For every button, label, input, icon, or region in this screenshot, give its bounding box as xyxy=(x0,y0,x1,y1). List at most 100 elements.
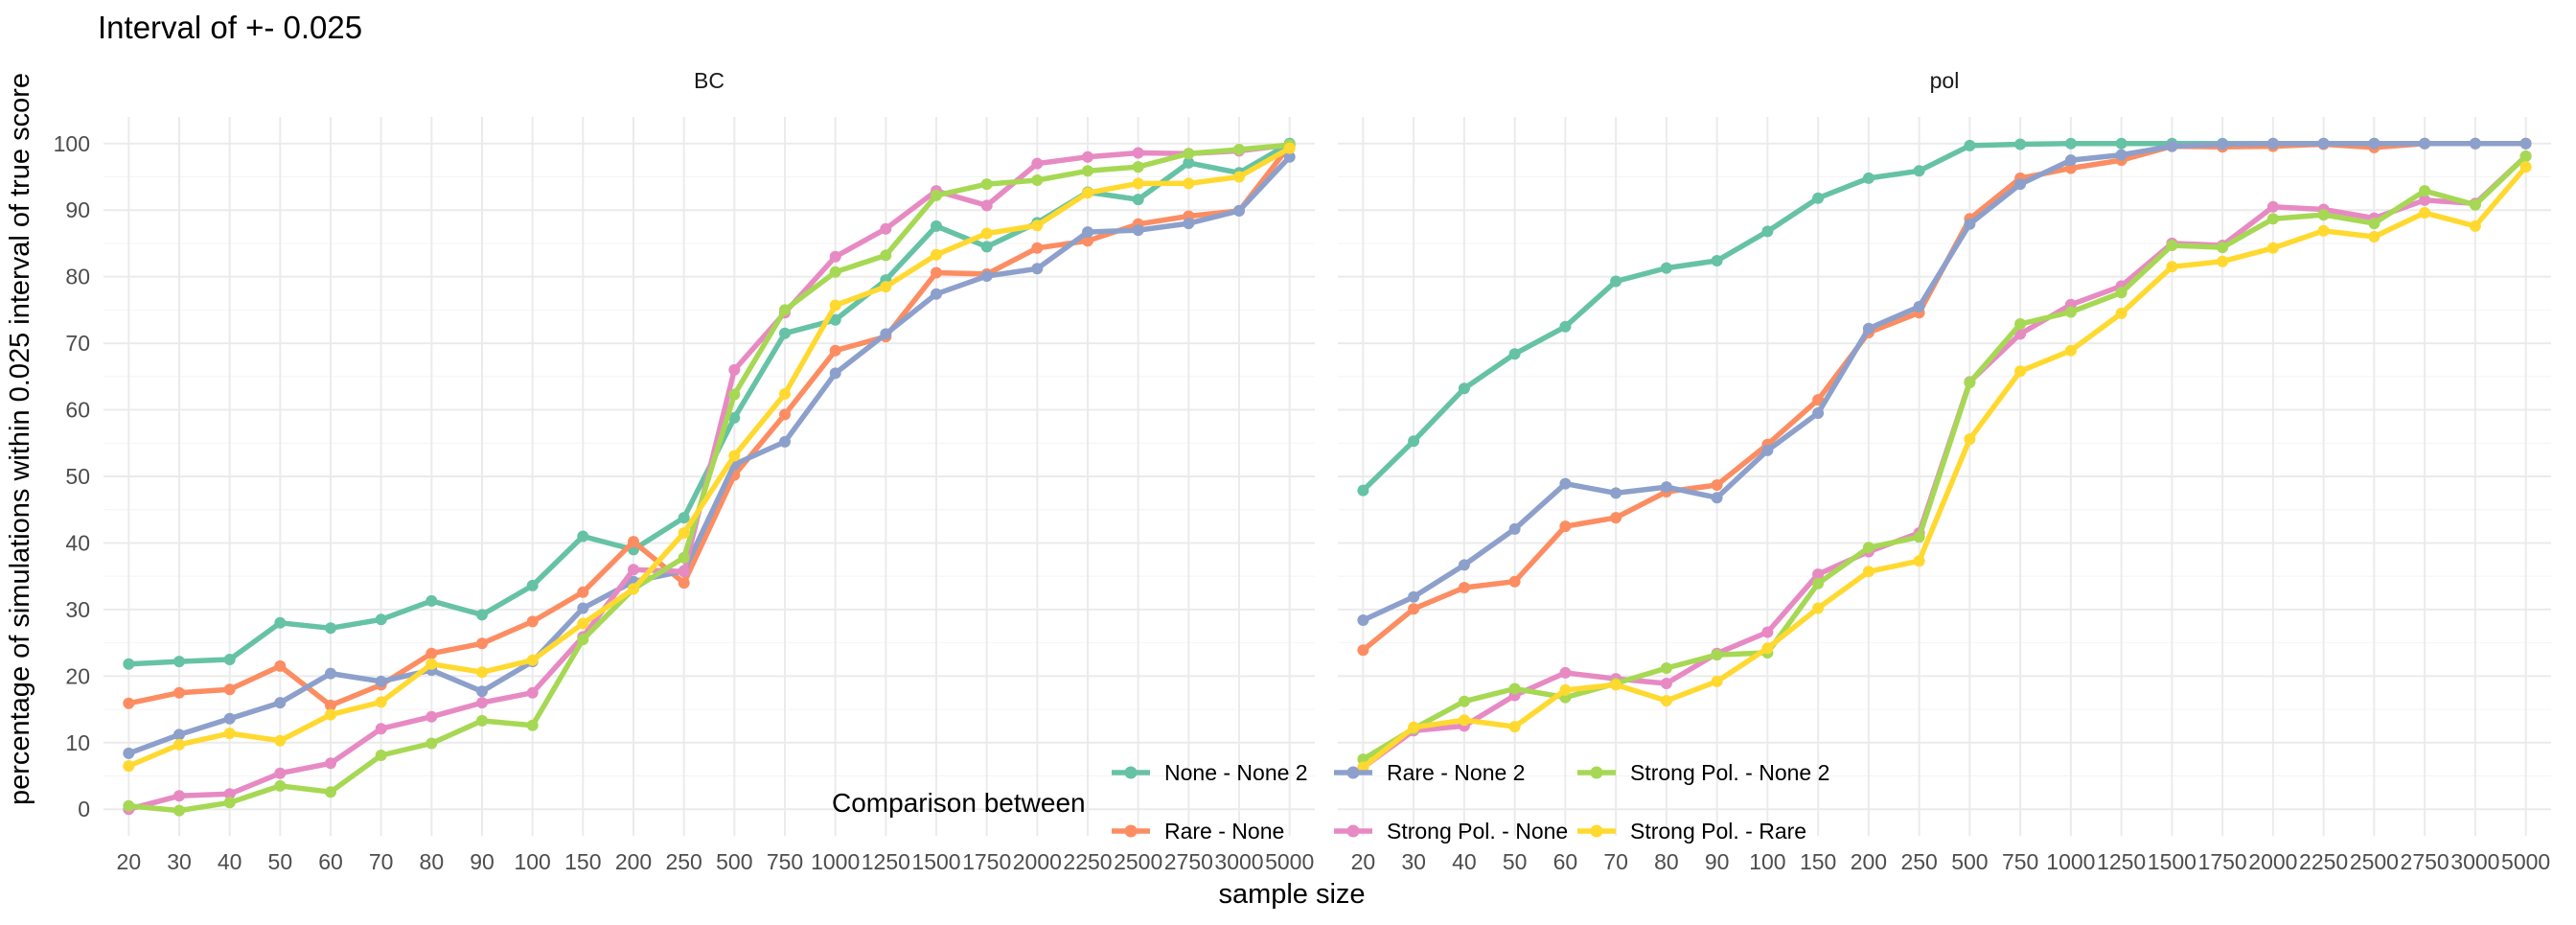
data-point xyxy=(1862,542,1874,554)
x-tick-label: 1250 xyxy=(2097,849,2146,874)
data-point xyxy=(2419,137,2431,150)
data-point xyxy=(2266,242,2279,254)
data-point xyxy=(1761,642,1774,655)
data-point xyxy=(2317,209,2330,221)
data-point xyxy=(1183,218,1195,230)
data-point xyxy=(980,178,993,191)
series-line xyxy=(126,143,1293,708)
data-point xyxy=(2317,137,2330,150)
data-point xyxy=(2064,306,2077,318)
x-tick-label: 2250 xyxy=(2299,849,2348,874)
series-line xyxy=(126,142,1293,814)
x-tick-label: 1000 xyxy=(2046,849,2095,874)
series-line xyxy=(126,153,1293,756)
data-point xyxy=(223,712,236,725)
x-axis-title: sample size xyxy=(1218,879,1365,910)
data-point xyxy=(1761,225,1774,238)
data-point xyxy=(1508,522,1521,535)
data-point xyxy=(1233,204,1245,217)
data-point xyxy=(1082,187,1093,199)
series-rare-none-2 xyxy=(123,150,1296,759)
data-point xyxy=(1711,255,1723,266)
x-tick-label: 250 xyxy=(1900,849,1937,874)
data-point xyxy=(2115,287,2128,299)
data-point xyxy=(325,708,336,721)
data-point xyxy=(1964,433,1976,446)
data-point xyxy=(223,728,236,740)
data-point xyxy=(1357,644,1369,657)
data-point xyxy=(577,530,589,543)
legend-key-point xyxy=(1346,766,1360,779)
x-tick-label: 150 xyxy=(1800,849,1836,874)
legend-key-point xyxy=(1590,824,1603,838)
data-point xyxy=(1132,194,1144,206)
data-point xyxy=(426,710,438,723)
legend-label: Rare - None xyxy=(1164,819,1284,844)
data-point xyxy=(829,344,841,357)
data-point xyxy=(1711,675,1723,687)
legend-item: Rare - None xyxy=(1112,819,1284,844)
x-tick-label: 70 xyxy=(369,849,394,874)
y-tick-label: 50 xyxy=(65,464,90,489)
legend-label: Strong Pol. - Rare xyxy=(1630,819,1806,844)
data-point xyxy=(526,719,539,731)
x-tick-label: 150 xyxy=(564,849,601,874)
data-point xyxy=(1233,144,1245,155)
data-point xyxy=(2014,365,2027,378)
y-tick-label: 40 xyxy=(65,530,90,555)
data-point xyxy=(1862,566,1874,578)
data-point xyxy=(1559,666,1572,679)
data-point xyxy=(829,367,841,380)
data-point xyxy=(2166,261,2178,273)
data-point xyxy=(980,199,993,212)
data-point xyxy=(1408,721,1420,733)
data-point xyxy=(2064,344,2077,357)
data-point xyxy=(2166,240,2178,251)
legend-key-point xyxy=(1590,766,1603,779)
data-point xyxy=(223,683,236,696)
x-tick-label: 1250 xyxy=(862,849,910,874)
data-point xyxy=(779,387,791,400)
series-strong-pol-none-2 xyxy=(123,139,1296,817)
data-point xyxy=(325,757,336,770)
x-tick-label: 1750 xyxy=(962,849,1011,874)
y-tick-label: 70 xyxy=(65,331,90,356)
data-point xyxy=(274,659,287,672)
x-tick-label: 80 xyxy=(420,849,445,874)
data-point xyxy=(931,266,942,279)
x-tick-label: 500 xyxy=(716,849,752,874)
data-point xyxy=(1812,394,1825,406)
data-point xyxy=(1357,484,1369,497)
data-point xyxy=(1458,695,1470,707)
data-point xyxy=(1761,444,1774,456)
x-tick-label: 200 xyxy=(1851,849,1887,874)
data-point xyxy=(1132,224,1144,237)
data-point xyxy=(1660,662,1672,674)
legend-key-point xyxy=(1124,766,1138,779)
data-point xyxy=(2368,137,2380,150)
data-point xyxy=(325,699,336,711)
data-point xyxy=(123,697,135,709)
x-tick-label: 90 xyxy=(470,849,494,874)
x-tick-label: 60 xyxy=(1553,849,1578,874)
y-tick-label: 80 xyxy=(65,265,90,289)
data-point xyxy=(1283,142,1296,154)
data-point xyxy=(1559,477,1572,490)
data-point xyxy=(2115,149,2128,161)
x-tick-label: 20 xyxy=(117,849,142,874)
data-point xyxy=(1132,161,1144,173)
series-strong-pol-rare xyxy=(123,142,1296,773)
data-point xyxy=(2419,207,2431,219)
data-point xyxy=(223,788,236,800)
x-tick-label: 80 xyxy=(1654,849,1679,874)
data-point xyxy=(931,248,942,261)
data-point xyxy=(2166,140,2178,152)
data-point xyxy=(1458,559,1470,571)
data-point xyxy=(476,697,488,709)
legend-key-point xyxy=(1124,824,1138,838)
data-point xyxy=(2217,138,2229,150)
legend-label: None - None 2 xyxy=(1164,760,1308,785)
data-point xyxy=(1964,218,1976,230)
x-tick-label: 1500 xyxy=(911,849,960,874)
